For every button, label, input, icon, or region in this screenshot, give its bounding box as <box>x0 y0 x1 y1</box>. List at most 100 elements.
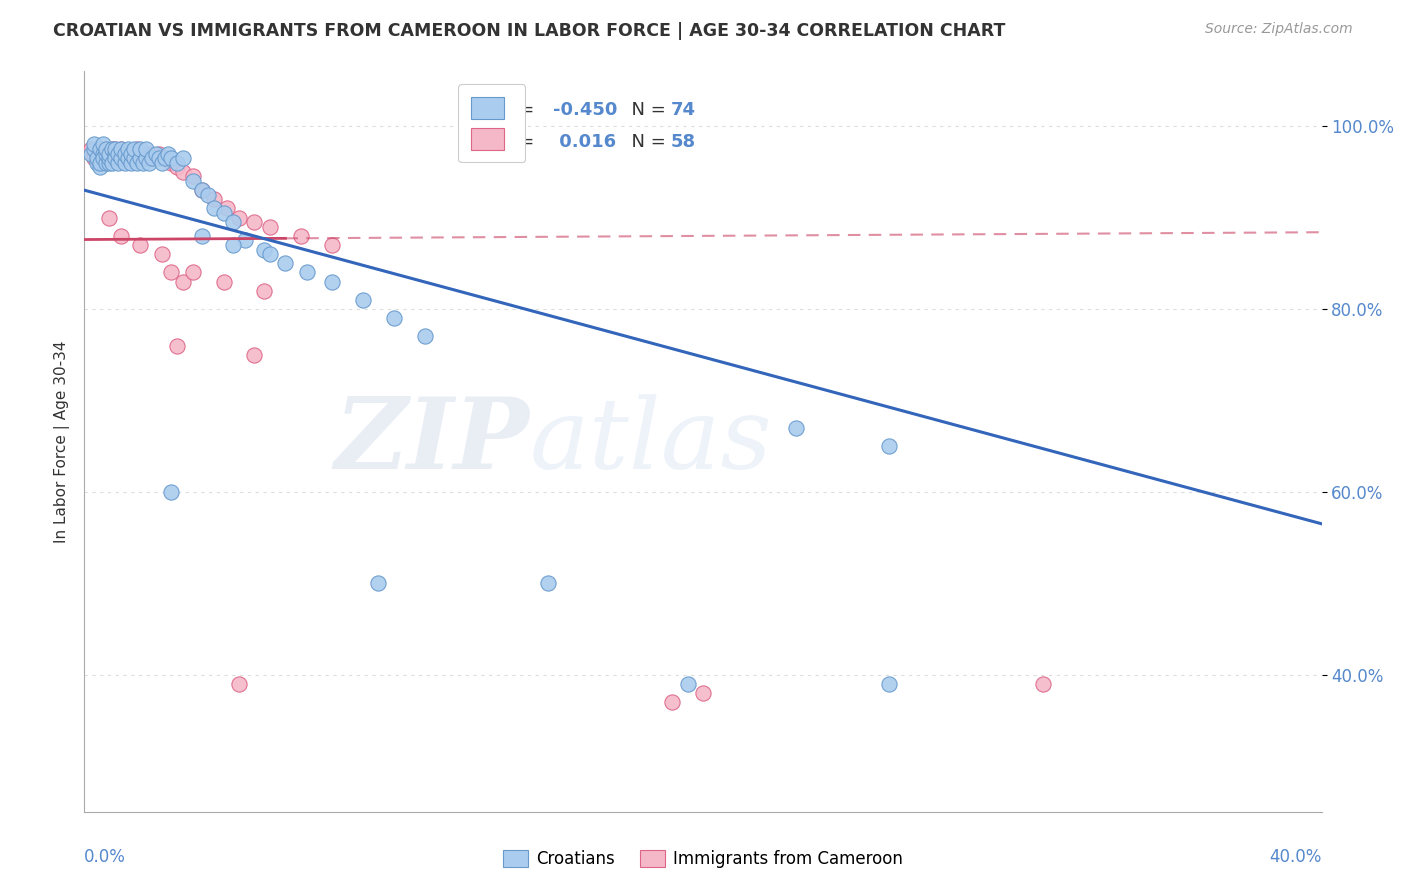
Point <box>89 155 111 169</box>
Point <box>110 142 132 156</box>
Legend: , : , <box>458 84 526 162</box>
Point <box>98 146 121 161</box>
Point <box>181 265 204 279</box>
Point <box>110 151 132 165</box>
Point <box>160 484 183 499</box>
Point <box>253 243 276 257</box>
Point <box>243 348 266 362</box>
Point <box>83 142 105 156</box>
Point <box>104 151 127 165</box>
Point <box>94 142 117 156</box>
Point <box>290 228 312 243</box>
Point <box>243 215 266 229</box>
Point <box>98 146 121 161</box>
Point <box>110 151 132 165</box>
Point <box>877 677 900 691</box>
Point <box>191 228 214 243</box>
Point <box>321 275 343 289</box>
Point <box>191 183 214 197</box>
Point <box>104 142 127 156</box>
Point <box>135 142 157 156</box>
Point <box>138 155 160 169</box>
Point <box>91 151 114 165</box>
Point <box>274 256 297 270</box>
Point <box>120 146 142 161</box>
Point <box>172 165 194 179</box>
Point <box>153 151 176 165</box>
Point <box>141 151 163 165</box>
Point <box>86 155 108 169</box>
Point <box>83 151 105 165</box>
Point <box>120 146 142 161</box>
Point <box>122 151 145 165</box>
Point <box>98 211 121 225</box>
Point <box>91 146 114 161</box>
Point <box>367 576 389 591</box>
Point <box>141 151 163 165</box>
Point <box>228 211 250 225</box>
Point <box>160 265 183 279</box>
Point <box>352 293 374 307</box>
Point <box>91 137 114 152</box>
Point <box>172 151 194 165</box>
Point <box>135 151 157 165</box>
Point <box>877 439 900 453</box>
Text: atlas: atlas <box>530 394 772 489</box>
Point <box>125 155 148 169</box>
Point <box>145 146 167 161</box>
Point <box>191 183 214 197</box>
Point <box>166 338 188 352</box>
Text: R =: R = <box>502 101 540 119</box>
Point <box>117 151 139 165</box>
Point <box>181 169 204 184</box>
Point <box>91 151 114 165</box>
Point <box>101 142 124 156</box>
Point <box>94 142 117 156</box>
Point <box>135 151 157 165</box>
Point <box>172 275 194 289</box>
Point <box>1032 677 1054 691</box>
Point <box>156 146 179 161</box>
Point <box>132 155 155 169</box>
Point <box>785 421 807 435</box>
Point <box>148 151 170 165</box>
Point <box>259 247 281 261</box>
Point <box>129 151 152 165</box>
Point <box>114 155 136 169</box>
Point <box>83 137 105 152</box>
Point <box>150 155 173 169</box>
Point <box>676 677 699 691</box>
Point <box>89 142 111 156</box>
Point <box>98 151 121 165</box>
Point <box>153 151 176 165</box>
Point <box>86 142 108 156</box>
Point <box>98 151 121 165</box>
Point <box>661 695 683 709</box>
Text: R =: R = <box>502 134 540 152</box>
Point <box>150 247 173 261</box>
Point <box>91 146 114 161</box>
Point <box>129 151 152 165</box>
Point <box>202 192 225 206</box>
Text: N =: N = <box>620 101 672 119</box>
Point <box>222 215 245 229</box>
Point <box>86 151 108 165</box>
Point <box>122 142 145 156</box>
Text: -0.450: -0.450 <box>554 101 617 119</box>
Point <box>79 142 101 156</box>
Point <box>94 146 117 161</box>
Point <box>120 155 142 169</box>
Point <box>110 228 132 243</box>
Point <box>233 234 256 248</box>
Point <box>253 284 276 298</box>
Point <box>122 151 145 165</box>
Point <box>202 202 225 216</box>
Point <box>98 155 121 169</box>
Y-axis label: In Labor Force | Age 30-34: In Labor Force | Age 30-34 <box>55 340 70 543</box>
Point <box>114 146 136 161</box>
Point <box>104 151 127 165</box>
Point <box>537 576 560 591</box>
Text: N =: N = <box>620 134 672 152</box>
Point <box>321 238 343 252</box>
Point <box>382 311 405 326</box>
